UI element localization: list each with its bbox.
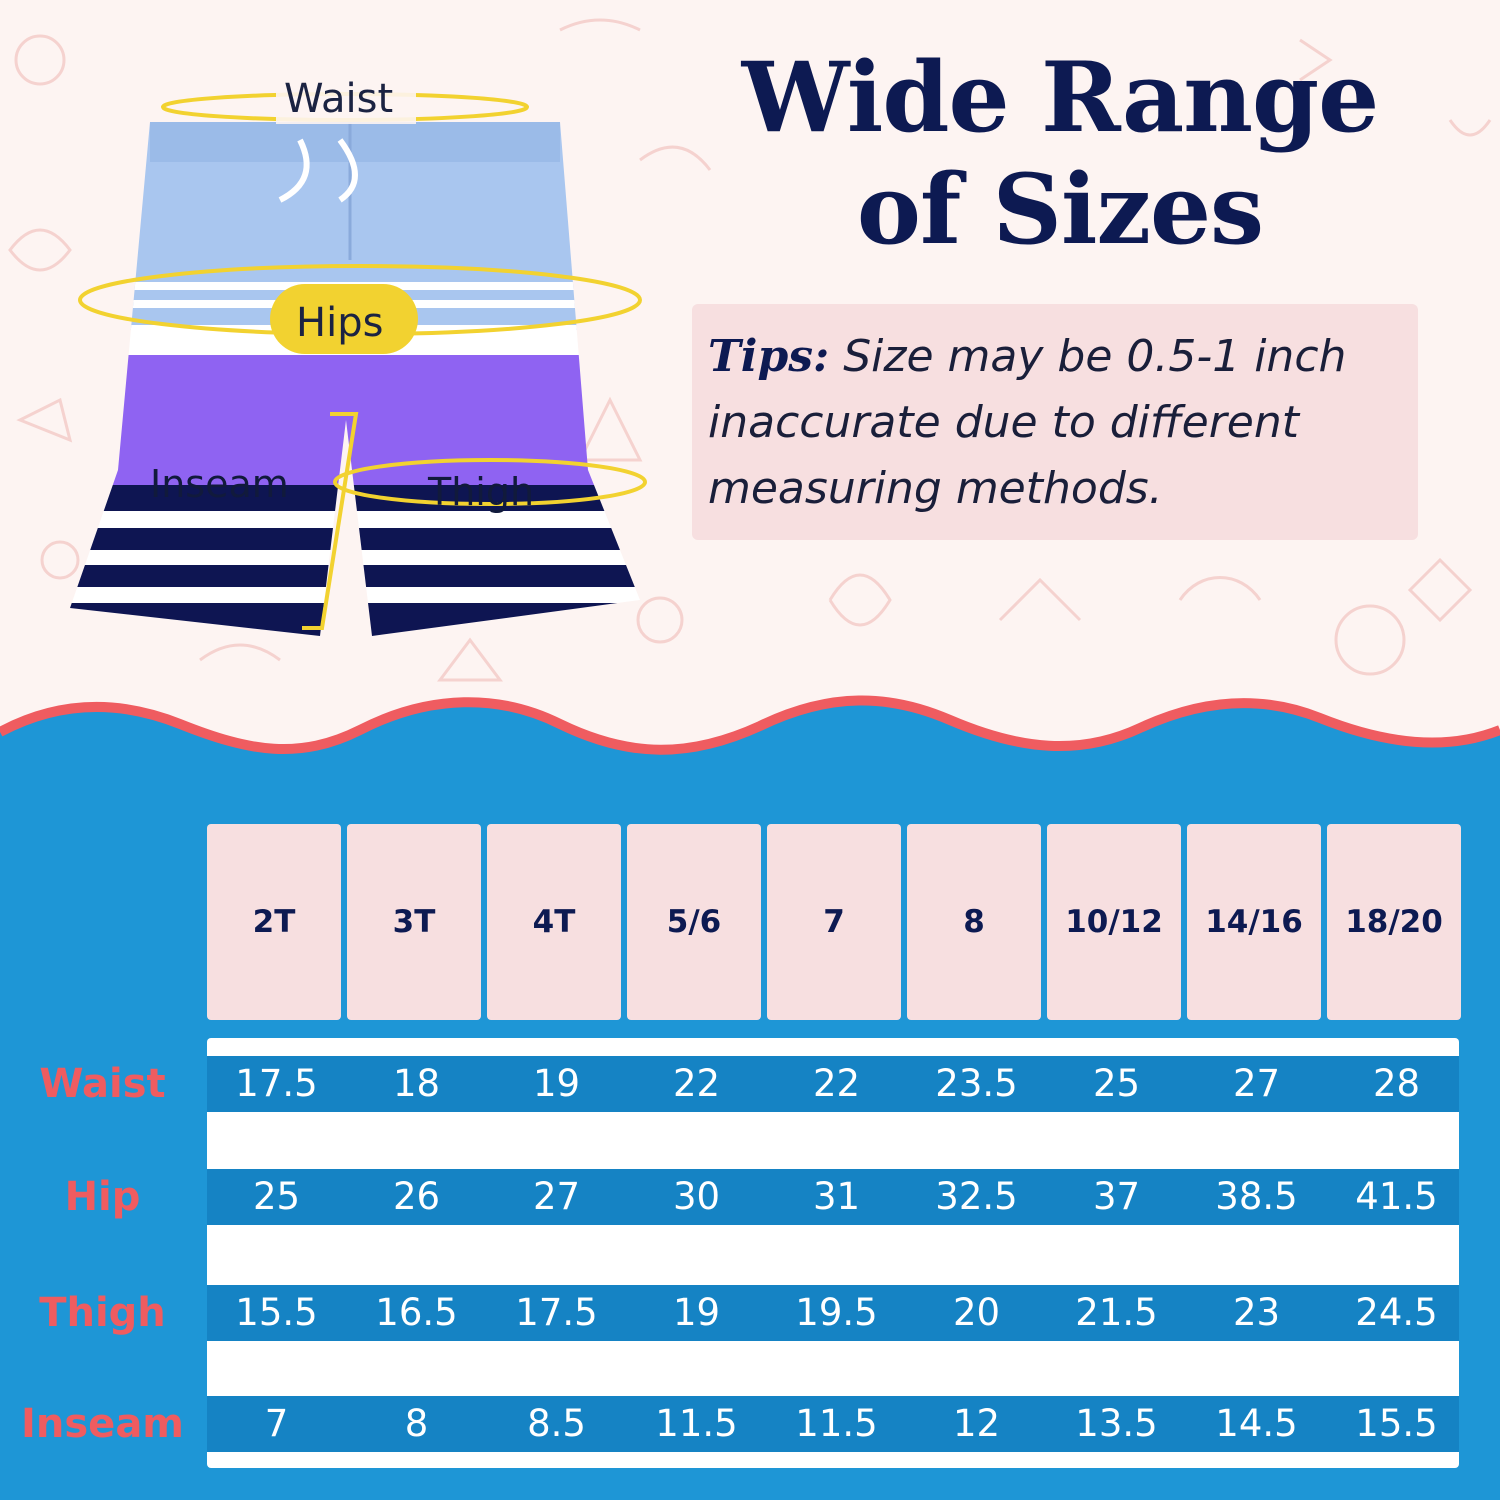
- headline: Wide Range of Sizes: [700, 42, 1420, 266]
- size-header-cell: 7: [767, 824, 901, 1020]
- measurement-cell: 25: [252, 1175, 301, 1218]
- row-label: Inseam: [21, 1401, 184, 1447]
- row-label: Hip: [64, 1174, 141, 1220]
- size-header-cell: 10/12: [1047, 824, 1181, 1020]
- thigh-measure-label: Thigh: [428, 470, 535, 514]
- measurement-cell: 17.5: [235, 1062, 318, 1105]
- row-band: 15.5 16.5 17.5 19 19.5 20 21.5 23 24.5: [207, 1285, 1459, 1341]
- headline-line-2: of Sizes: [856, 153, 1264, 266]
- measurement-cell: 19: [672, 1291, 721, 1334]
- row-band: 25 26 27 30 31 32.5 37 38.5 41.5: [207, 1169, 1459, 1225]
- size-header-cell: 14/16: [1187, 824, 1321, 1020]
- size-header-cell: 3T: [347, 824, 481, 1020]
- measurement-cell: 23.5: [935, 1062, 1018, 1105]
- measurement-cell: 11.5: [655, 1402, 738, 1445]
- hips-measure-label: Hips: [296, 300, 384, 346]
- size-header-cell: 5/6: [627, 824, 761, 1020]
- measurement-cell: 32.5: [935, 1175, 1018, 1218]
- size-header-cell: 18/20: [1327, 824, 1461, 1020]
- size-chart-table: 17.5 18 19 22 22 23.5 25 27 28 25 26 27 30 31 32.5 37 38…: [207, 1038, 1459, 1468]
- measurement-cell: 26: [392, 1175, 441, 1218]
- row-band: 7 8 8.5 11.5 11.5 12 13.5 14.5 15.5: [207, 1396, 1459, 1452]
- measurement-cell: 13.5: [1075, 1402, 1158, 1445]
- tips-body: Size may be 0.5-1 inch inaccurate due to…: [708, 331, 1347, 514]
- measurement-cell: 37: [1092, 1175, 1141, 1218]
- measurement-cell: 19: [532, 1062, 581, 1105]
- measurement-cell: 19.5: [795, 1291, 878, 1334]
- measurement-cell: 25: [1092, 1062, 1141, 1105]
- measurement-cell: 24.5: [1355, 1291, 1438, 1334]
- waist-measure-label: Waist: [284, 76, 394, 122]
- measurement-cell: 30: [672, 1175, 721, 1218]
- measurement-cell: 21.5: [1075, 1291, 1158, 1334]
- headline-line-1: Wide Range: [741, 41, 1379, 154]
- measurement-cell: 38.5: [1215, 1175, 1298, 1218]
- measurement-cell: 27: [1232, 1062, 1281, 1105]
- tips-label: Tips:: [708, 331, 830, 382]
- measurement-cell: 28: [1372, 1062, 1421, 1105]
- row-band: 17.5 18 19 22 22 23.5 25 27 28: [207, 1056, 1459, 1112]
- measurement-cell: 31: [812, 1175, 861, 1218]
- row-label: Waist: [39, 1061, 166, 1107]
- row-label: Thigh: [39, 1290, 166, 1336]
- size-header-cell: 8: [907, 824, 1041, 1020]
- measurement-cell: 15.5: [235, 1291, 318, 1334]
- measurement-cell: 17.5: [515, 1291, 598, 1334]
- measurement-cell: 14.5: [1215, 1402, 1298, 1445]
- measurement-cell: 8.5: [527, 1402, 586, 1445]
- measurement-cell: 7: [264, 1402, 289, 1445]
- size-header-cell: 4T: [487, 824, 621, 1020]
- tips-panel: Tips: Size may be 0.5-1 inch inaccurate …: [692, 304, 1418, 540]
- measurement-cell: 12: [952, 1402, 1001, 1445]
- measurement-cell: 8: [404, 1402, 429, 1445]
- tips-text: Tips: Size may be 0.5-1 inch inaccurate …: [708, 324, 1408, 522]
- measurement-cell: 11.5: [795, 1402, 878, 1445]
- measurement-cell: 22: [672, 1062, 721, 1105]
- inseam-measure-label: Inseam: [150, 462, 289, 506]
- doodle-background: [8, 18, 1492, 682]
- size-header-cell: 2T: [207, 824, 341, 1020]
- measurement-cell: 18: [392, 1062, 441, 1105]
- measurement-cell: 23: [1232, 1291, 1281, 1334]
- measurement-cell: 20: [952, 1291, 1001, 1334]
- measurement-cell: 16.5: [375, 1291, 458, 1334]
- measurement-cell: 15.5: [1355, 1402, 1438, 1445]
- measurement-cell: 41.5: [1355, 1175, 1438, 1218]
- measurement-cell: 22: [812, 1062, 861, 1105]
- measurement-cell: 27: [532, 1175, 581, 1218]
- swim-shorts-image: [70, 84, 647, 636]
- product-illustration-area: Waist Hips Inseam Thigh Wide Range of Si…: [8, 18, 1492, 682]
